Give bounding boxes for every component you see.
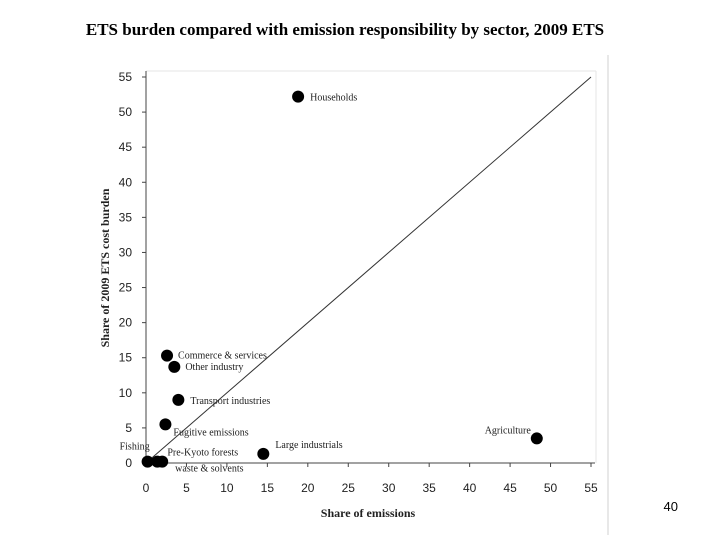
- slide-title: ETS burden compared with emission respon…: [85, 20, 605, 39]
- data-point: [292, 90, 305, 103]
- x-tick-label: 10: [220, 481, 234, 495]
- x-tick-label: 55: [584, 481, 598, 495]
- x-tick-label: 25: [342, 481, 356, 495]
- data-point: [530, 432, 543, 445]
- points-layer: [141, 90, 543, 468]
- y-tick-label: 15: [119, 351, 133, 365]
- axes-layer: [145, 71, 595, 464]
- y-axis-title: Share of 2009 ETS cost burden: [98, 188, 112, 347]
- y-tick-label: 0: [125, 456, 132, 470]
- x-tick-label: 20: [301, 481, 315, 495]
- point-label: Other industry: [185, 362, 243, 373]
- y-tick-label: 5: [125, 421, 132, 435]
- data-point: [161, 349, 174, 362]
- x-tick-label: 15: [261, 481, 275, 495]
- y-tick-label: 40: [119, 175, 133, 189]
- y-tick-label: 45: [119, 140, 133, 154]
- x-tick-label: 30: [382, 481, 396, 495]
- x-tick-label: 5: [183, 481, 190, 495]
- y-tick-label: 30: [119, 245, 133, 259]
- reference-line: [145, 76, 592, 464]
- data-point: [168, 360, 181, 373]
- y-tick-label: 50: [119, 105, 133, 119]
- page-number: 40: [663, 499, 678, 514]
- point-label: Large industrials: [275, 440, 342, 451]
- point-label: Fishing: [120, 442, 150, 453]
- point-label: Commerce & services: [178, 351, 267, 362]
- y-tick-label: 35: [119, 210, 133, 224]
- x-tick-label: 0: [143, 481, 150, 495]
- data-point: [257, 447, 270, 460]
- y-tick-label: 10: [119, 386, 133, 400]
- x-tick-label: 40: [463, 481, 477, 495]
- point-label: Transport industries: [190, 396, 270, 407]
- y-tick-label: 20: [119, 316, 133, 330]
- x-tick-label: 45: [503, 481, 517, 495]
- point-label: Pre-Kyoto forests: [167, 448, 238, 459]
- reference-line-layer: [145, 76, 592, 464]
- point-label: waste & solvents: [175, 464, 243, 475]
- x-tick-label: 50: [544, 481, 558, 495]
- x-tick-label: 35: [423, 481, 437, 495]
- y-tick-label: 55: [119, 70, 133, 84]
- ticks-layer: 0 5 10 15 20 25 30 35 40 45 50 55 0 5 10 15 20 25 30 35 40 45…: [119, 70, 598, 495]
- point-label: Households: [310, 93, 357, 104]
- point-label: Agriculture: [485, 425, 532, 436]
- data-point: [156, 455, 169, 468]
- data-point: [172, 393, 185, 406]
- data-point: [159, 418, 172, 431]
- x-axis-title: Share of emissions: [321, 506, 416, 520]
- y-tick-label: 25: [119, 281, 133, 295]
- point-label: Fugitive emissions: [173, 427, 248, 438]
- data-point: [141, 455, 154, 468]
